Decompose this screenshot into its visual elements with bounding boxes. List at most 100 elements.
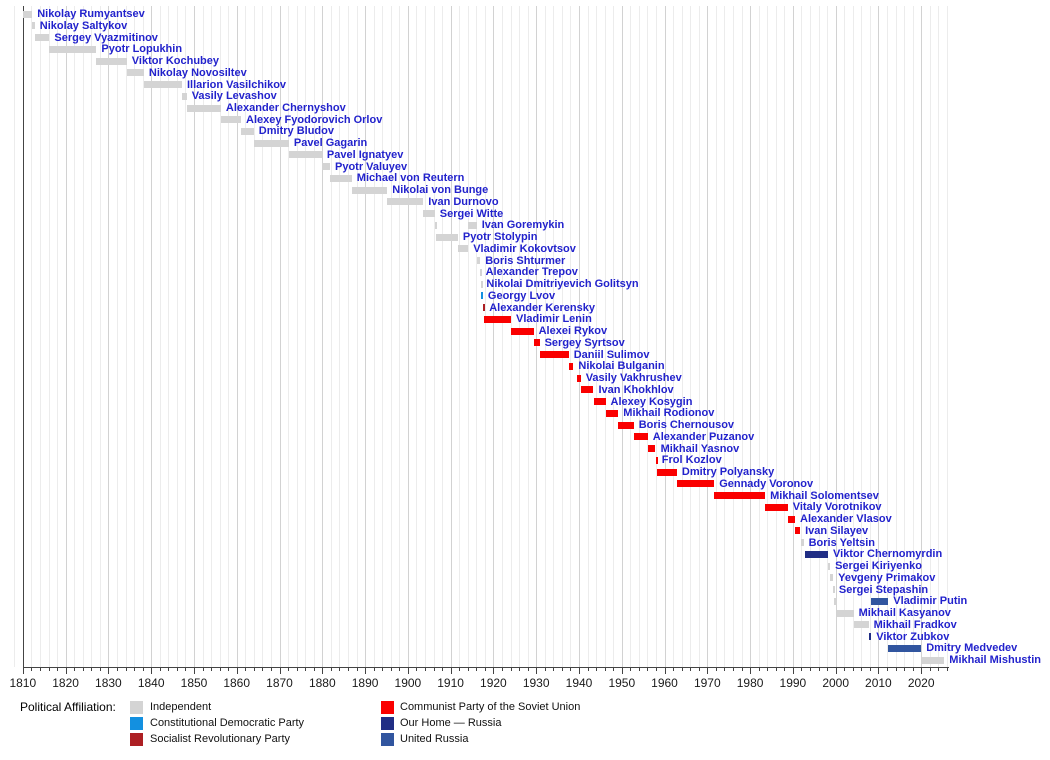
- timeline-bar: [22, 10, 33, 18]
- minor-gridline: [895, 6, 897, 667]
- axis-minor-tick: [861, 668, 863, 671]
- person-label[interactable]: Ivan Silayev: [805, 524, 869, 537]
- decade-gridline: [579, 6, 580, 667]
- decade-gridline: [792, 6, 794, 667]
- person-label[interactable]: Alexey Fyodorovich Orlov: [246, 113, 383, 126]
- person-label[interactable]: Vladimir Kokovtsov: [473, 242, 576, 255]
- person-label[interactable]: Sergei Stepashin: [838, 583, 929, 596]
- person-label[interactable]: Boris Chernousov: [638, 419, 735, 432]
- person-label[interactable]: Vitaly Vorotnikov: [792, 501, 882, 514]
- axis-tick-label: 1860: [223, 676, 251, 690]
- person-label[interactable]: Viktor Chernomyrdin: [833, 548, 943, 561]
- axis-minor-tick: [613, 668, 615, 671]
- person-label[interactable]: Mikhail Solomentsev: [770, 489, 879, 502]
- person-label[interactable]: Alexey Kosygin: [610, 395, 693, 408]
- axis-minor-tick: [767, 668, 769, 671]
- person-label[interactable]: Nikolai Dmitriyevich Golitsyn: [486, 278, 639, 291]
- axis-minor-tick: [852, 668, 854, 671]
- person-label[interactable]: Nikolay Saltykov: [39, 19, 128, 32]
- person-label[interactable]: Gennady Voronov: [719, 477, 814, 490]
- person-label[interactable]: Frol Kozlov: [661, 454, 722, 467]
- timeline-bar: [795, 527, 801, 535]
- person-label[interactable]: Viktor Kochubey: [131, 55, 220, 67]
- minor-gridline: [31, 6, 33, 667]
- minor-gridline: [502, 6, 503, 667]
- person-label[interactable]: Pavel Ignatyev: [326, 148, 404, 161]
- person-label[interactable]: Dmitry Polyansky: [681, 466, 775, 479]
- person-label[interactable]: Mikhail Mishustin: [949, 654, 1041, 666]
- person-label[interactable]: Sergey Syrtsov: [544, 336, 625, 349]
- axis-minor-tick: [442, 668, 444, 671]
- axis-minor-tick: [869, 668, 871, 671]
- person-label[interactable]: Dmitry Medvedev: [926, 642, 1018, 655]
- timeline-bar: [787, 515, 795, 523]
- person-label[interactable]: Sergei Witte: [439, 207, 504, 220]
- timeline-bar: [830, 574, 834, 582]
- legend-swatch-communist: [381, 701, 394, 714]
- person-label[interactable]: Mikhail Yasnov: [660, 442, 740, 455]
- legend-label-united_russia: United Russia: [400, 733, 469, 745]
- person-label[interactable]: Vasily Levashov: [191, 90, 277, 103]
- axis-minor-tick: [176, 668, 178, 671]
- person-label[interactable]: Pavel Gagarin: [293, 137, 368, 150]
- axis-minor-tick: [373, 668, 375, 671]
- decade-gridline: [151, 6, 153, 667]
- person-label[interactable]: Sergei Kiriyenko: [835, 560, 922, 572]
- axis-minor-tick: [758, 668, 760, 671]
- person-label[interactable]: Boris Yeltsin: [808, 536, 876, 549]
- person-label[interactable]: Daniil Sulimov: [573, 348, 650, 361]
- minor-gridline: [758, 6, 760, 667]
- timeline-bar: [714, 492, 766, 499]
- axis-minor-tick: [561, 668, 563, 671]
- person-label[interactable]: Pyotr Valuyev: [335, 160, 408, 173]
- minor-gridline: [399, 6, 401, 667]
- person-label[interactable]: Mikhail Rodionov: [623, 407, 715, 420]
- axis-minor-tick: [587, 668, 589, 671]
- person-label[interactable]: Nikolai von Bunge: [392, 184, 489, 197]
- person-label[interactable]: Vladimir Putin: [893, 595, 968, 608]
- person-label[interactable]: Ivan Durnovo: [428, 195, 499, 208]
- person-label[interactable]: Alexander Chernyshov: [225, 102, 346, 114]
- timeline-bar: [593, 398, 606, 406]
- axis-tick-label: 1900: [394, 676, 422, 690]
- axis-minor-tick: [31, 668, 33, 671]
- person-label[interactable]: Vasily Vakhrushev: [585, 372, 682, 385]
- person-label[interactable]: Nikolay Rumyantsev: [37, 8, 145, 20]
- person-label[interactable]: Sergey Vyazmitinov: [54, 31, 158, 44]
- person-label[interactable]: Viktor Zubkov: [876, 630, 950, 643]
- axis-major-tick: [493, 668, 495, 674]
- axis-minor-tick: [638, 668, 640, 671]
- timeline-bar: [49, 45, 97, 53]
- minor-gridline: [296, 6, 298, 667]
- person-label[interactable]: Boris Shturmer: [485, 254, 566, 267]
- person-label[interactable]: Georgy Lvov: [487, 289, 556, 302]
- timeline-bar: [511, 327, 534, 335]
- person-label[interactable]: Alexander Vlasov: [800, 513, 892, 525]
- axis-minor-tick: [91, 668, 93, 671]
- person-label[interactable]: Vladimir Lenin: [516, 313, 592, 326]
- person-label[interactable]: Dmitry Bludov: [258, 125, 334, 138]
- decade-gridline: [22, 6, 24, 667]
- person-label[interactable]: Michael von Reutern: [356, 172, 465, 185]
- minor-gridline: [14, 6, 16, 667]
- person-label[interactable]: Ivan Khokhlov: [598, 383, 674, 396]
- axis-minor-tick: [946, 668, 948, 671]
- person-label[interactable]: Illarion Vasilchikov: [187, 78, 287, 91]
- person-label[interactable]: Alexander Puzanov: [652, 430, 755, 443]
- person-label[interactable]: Alexander Kerensky: [489, 301, 595, 314]
- timeline-bar: [32, 22, 35, 30]
- person-label[interactable]: Pyotr Lopukhin: [101, 43, 183, 56]
- axis-minor-tick: [818, 668, 820, 671]
- person-label[interactable]: Pyotr Stolypin: [462, 231, 538, 244]
- person-label[interactable]: Mikhail Kasyanov: [858, 607, 951, 619]
- person-label[interactable]: Nikolay Novosiltev: [148, 66, 247, 79]
- person-label[interactable]: Alexei Rykov: [538, 325, 608, 338]
- person-label[interactable]: Alexander Trepov: [485, 266, 578, 279]
- person-label[interactable]: Nikolai Bulganin: [578, 360, 665, 373]
- person-label[interactable]: Ivan Goremykin: [481, 219, 565, 232]
- decade-gridline: [108, 6, 110, 667]
- person-label[interactable]: Mikhail Fradkov: [873, 618, 957, 631]
- person-label[interactable]: Yevgeny Primakov: [838, 571, 936, 584]
- minor-gridline: [467, 6, 469, 667]
